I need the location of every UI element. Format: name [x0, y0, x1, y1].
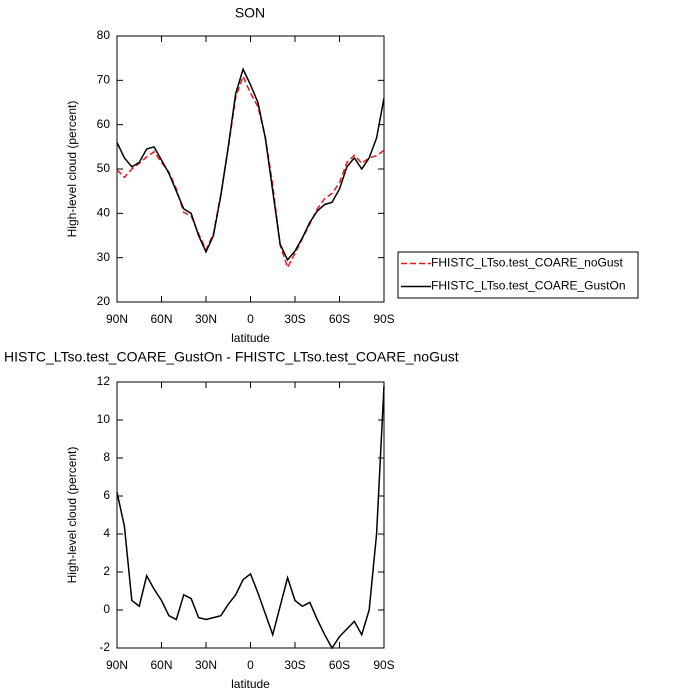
y-tick-label: 12	[97, 374, 111, 388]
x-axis-label: latitude	[231, 331, 270, 345]
y-tick-label: 20	[97, 294, 111, 308]
y-tick-label: 2	[103, 564, 110, 578]
series-line	[116, 74, 385, 270]
y-tick-label: 0	[103, 602, 110, 616]
y-tick-label: 70	[97, 73, 111, 87]
y-tick-label: 80	[97, 28, 111, 42]
y-tick-label: 10	[97, 412, 111, 426]
y-axis-label: High-level cloud (percent)	[65, 101, 79, 238]
x-tick-label: 90S	[373, 658, 394, 672]
x-tick-label: 90N	[106, 312, 128, 326]
y-tick-label: -2	[99, 640, 110, 654]
y-tick-label: 30	[97, 250, 111, 264]
x-tick-label: 0	[247, 312, 254, 326]
y-tick-label: 6	[103, 488, 110, 502]
x-tick-label: 60N	[150, 312, 172, 326]
legend-label: FHISTC_LTso.test_COARE_noGust	[431, 256, 624, 270]
x-tick-label: 30N	[195, 658, 217, 672]
x-tick-label: 30S	[284, 312, 305, 326]
legend-box	[397, 251, 639, 299]
x-tick-label: 90N	[106, 658, 128, 672]
series-line	[116, 385, 385, 650]
x-tick-label: 60S	[329, 312, 350, 326]
y-tick-label: 50	[97, 161, 111, 175]
chart-title: SON	[235, 5, 265, 21]
y-tick-label: 8	[103, 450, 110, 464]
x-tick-label: 0	[247, 658, 254, 672]
y-axis-label: High-level cloud (percent)	[65, 447, 79, 584]
y-tick-label: 40	[97, 206, 111, 220]
x-tick-label: 90S	[373, 312, 394, 326]
plot-frame	[116, 381, 385, 649]
legend-label: FHISTC_LTso.test_COARE_GustOn	[431, 279, 626, 293]
x-axis-label: latitude	[231, 677, 270, 691]
series-line	[116, 67, 385, 262]
y-tick-label: 4	[103, 526, 110, 540]
x-tick-label: 30N	[195, 312, 217, 326]
x-tick-label: 30S	[284, 658, 305, 672]
y-tick-label: 60	[97, 117, 111, 131]
chart-title: HISTC_LTso.test_COARE_GustOn - FHISTC_LT…	[4, 349, 459, 365]
x-tick-label: 60N	[150, 658, 172, 672]
x-tick-label: 60S	[329, 658, 350, 672]
